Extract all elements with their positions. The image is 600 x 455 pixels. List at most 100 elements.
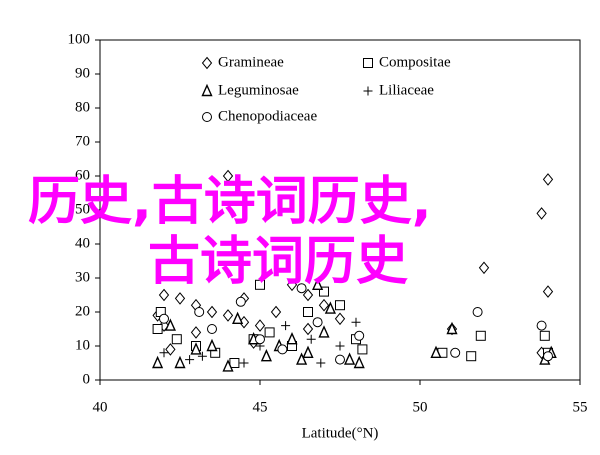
- marker-triangle: [296, 352, 308, 365]
- legend-label: Compositae: [379, 54, 451, 70]
- marker-triangle: [232, 311, 244, 324]
- marker-square: [264, 327, 275, 338]
- marker-circle: [536, 320, 547, 331]
- marker-square: [363, 58, 373, 68]
- marker-plus: [159, 348, 169, 358]
- marker-plus: [197, 351, 207, 361]
- marker-circle: [207, 324, 217, 334]
- y-tick-label: 100: [68, 31, 91, 47]
- y-tick-label: 0: [83, 371, 91, 387]
- marker-plus: [281, 321, 291, 331]
- marker-triangle: [324, 301, 336, 314]
- marker-diamond: [302, 288, 314, 302]
- marker-square: [229, 358, 240, 368]
- marker-circle: [159, 313, 169, 324]
- y-tick-label: 50: [75, 201, 90, 217]
- marker-diamond: [478, 261, 490, 275]
- marker-square: [539, 330, 550, 341]
- y-tick-label: 80: [75, 99, 90, 115]
- marker-triangle: [190, 342, 202, 355]
- legend-label: Liliaceae: [379, 82, 434, 98]
- marker-triangle: [286, 331, 298, 345]
- marker-square: [171, 334, 182, 345]
- marker-triangle: [446, 321, 458, 335]
- y-tick-label: 60: [75, 167, 90, 183]
- marker-diamond: [286, 278, 298, 292]
- marker-plus: [335, 341, 345, 351]
- overlay-text: 古诗词历史: [148, 232, 408, 292]
- marker-triangle: [201, 83, 213, 97]
- marker-diamond: [158, 288, 170, 302]
- marker-square: [319, 286, 329, 297]
- marker-circle: [296, 283, 307, 294]
- marker-diamond: [201, 56, 213, 70]
- marker-diamond: [302, 322, 314, 336]
- marker-diamond: [222, 169, 234, 183]
- marker-triangle: [164, 318, 176, 331]
- marker-circle: [450, 347, 461, 358]
- marker-plus: [306, 334, 316, 344]
- marker-plus: [185, 355, 195, 365]
- x-tick-label: 50: [413, 399, 428, 415]
- marker-triangle: [318, 325, 330, 338]
- overlay-text: 历史,古诗词历史,: [28, 172, 432, 232]
- marker-diamond: [536, 207, 547, 220]
- marker-circle: [543, 351, 553, 362]
- marker-triangle: [312, 277, 324, 290]
- legend-label: Chenopodiaceae: [218, 108, 317, 124]
- marker-diamond: [318, 298, 330, 312]
- marker-circle: [235, 296, 246, 307]
- marker-circle: [354, 330, 365, 341]
- marker-triangle: [174, 355, 186, 369]
- marker-square: [475, 330, 486, 341]
- marker-triangle: [260, 348, 272, 362]
- marker-triangle: [152, 355, 164, 369]
- marker-square: [466, 351, 477, 362]
- marker-plus: [239, 358, 249, 368]
- marker-triangle: [222, 359, 234, 372]
- marker-circle: [312, 317, 323, 328]
- marker-plus: [351, 317, 361, 327]
- marker-diamond: [334, 312, 346, 326]
- x-tick-label: 40: [93, 399, 108, 415]
- marker-diamond: [206, 305, 218, 319]
- marker-circle: [194, 307, 205, 317]
- y-tick-label: 90: [75, 65, 90, 81]
- marker-triangle: [206, 338, 218, 352]
- legend-label: Gramineae: [218, 54, 284, 70]
- marker-square: [152, 324, 163, 334]
- y-tick-label: 40: [75, 235, 90, 251]
- marker-square: [357, 344, 368, 355]
- marker-diamond: [174, 292, 186, 305]
- y-tick-label: 30: [75, 269, 90, 285]
- marker-diamond: [254, 319, 266, 332]
- marker-diamond: [190, 326, 202, 339]
- marker-diamond: [165, 343, 176, 356]
- marker-square: [335, 300, 345, 311]
- x-tick-label: 45: [253, 399, 268, 415]
- x-axis-label: Latitude(°N): [302, 425, 379, 441]
- x-tick-label: 55: [573, 399, 588, 415]
- legend-label: Leguminosae: [218, 82, 299, 98]
- y-tick-label: 20: [75, 303, 90, 319]
- marker-triangle: [302, 345, 314, 358]
- marker-diamond: [542, 285, 554, 298]
- marker-triangle: [353, 355, 365, 369]
- marker-plus: [316, 358, 326, 368]
- marker-triangle: [430, 345, 442, 358]
- marker-diamond: [222, 309, 234, 322]
- y-tick-label: 70: [75, 133, 90, 149]
- marker-diamond: [542, 173, 554, 186]
- marker-plus: [363, 86, 373, 96]
- y-tick-label: 10: [75, 337, 90, 353]
- marker-circle: [472, 307, 483, 317]
- marker-circle: [335, 354, 345, 365]
- marker-diamond: [270, 305, 282, 319]
- marker-circle: [202, 112, 212, 122]
- marker-square: [303, 307, 313, 317]
- marker-square: [255, 279, 265, 290]
- marker-triangle: [344, 352, 356, 365]
- marker-circle: [255, 334, 265, 345]
- marker-circle: [277, 344, 288, 355]
